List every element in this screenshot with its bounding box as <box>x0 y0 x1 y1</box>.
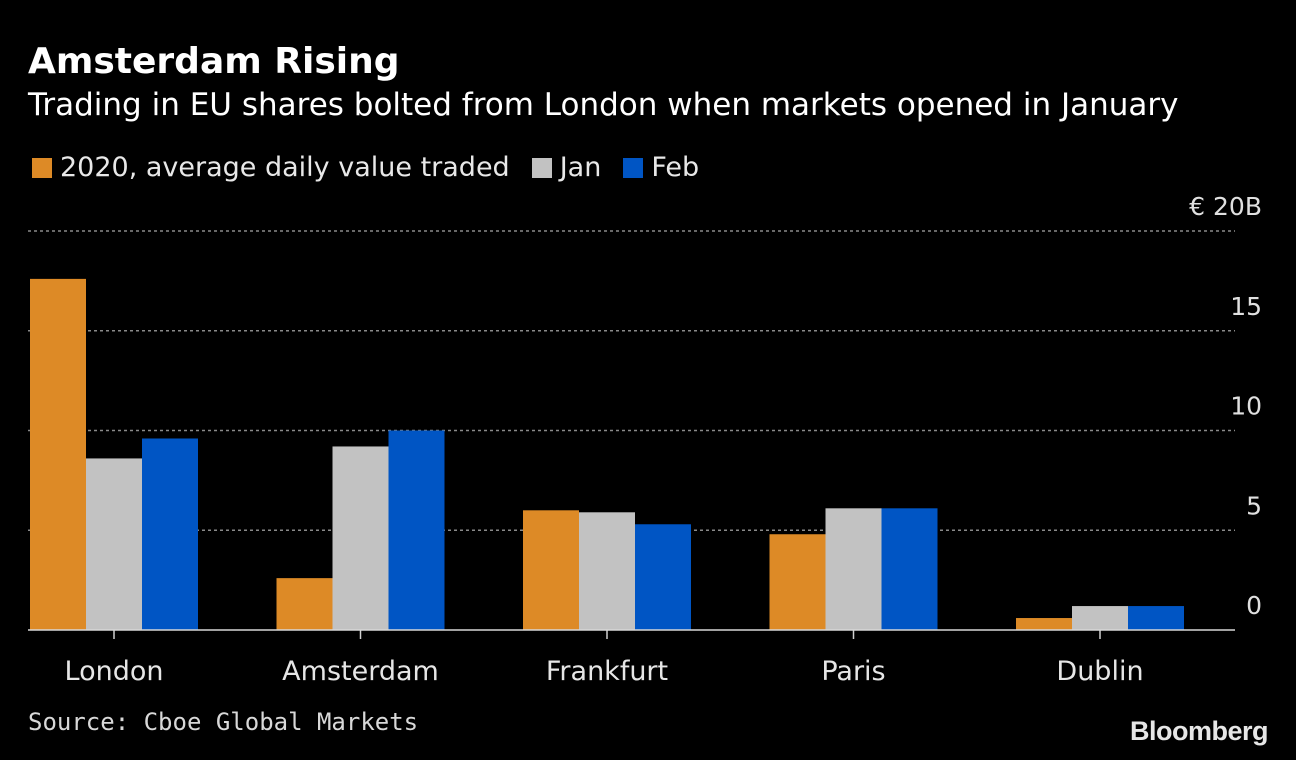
chart-title: Amsterdam Rising <box>28 41 400 82</box>
y-tick-label-0: 0 <box>1246 591 1262 620</box>
x-tick-label-frankfurt: Frankfurt <box>546 656 668 687</box>
bar-paris-jan <box>825 508 882 630</box>
bar-frankfurt-feb <box>635 524 691 630</box>
legend: 2020, average daily value traded Jan Feb <box>32 150 721 186</box>
y-tick-label-5: 5 <box>1246 491 1262 520</box>
x-tick-label-amsterdam: Amsterdam <box>282 656 439 687</box>
bar-london-feb <box>142 438 198 630</box>
bar-london-2020 <box>30 278 86 630</box>
bar-amsterdam-jan <box>332 446 389 630</box>
bloomberg-logo: Bloomberg <box>1129 716 1269 746</box>
x-tick-label-dublin: Dublin <box>1056 656 1143 687</box>
bar-dublin-feb <box>1128 606 1184 630</box>
x-tick-label-london: London <box>65 656 164 687</box>
bar-london-jan <box>86 458 142 630</box>
legend-label-2020: 2020, average daily value traded <box>60 152 510 183</box>
legend-label-jan: Jan <box>559 152 602 183</box>
legend-swatch-jan <box>531 158 552 178</box>
legend-swatch-2020 <box>32 158 52 178</box>
bar-frankfurt-2020 <box>523 510 579 630</box>
bar-amsterdam-feb <box>388 430 445 630</box>
legend-item-2020: 2020, average daily value traded <box>32 150 510 186</box>
source-note: Source: Cboe Global Markets <box>28 708 419 736</box>
legend-swatch-feb <box>623 158 644 178</box>
bar-amsterdam-2020 <box>276 578 333 630</box>
y-tick-label-10: 10 <box>1230 392 1262 421</box>
bar-paris-feb <box>881 508 938 630</box>
bar-dublin-jan <box>1072 606 1128 630</box>
bar-dublin-2020 <box>1016 618 1072 630</box>
x-tick-label-paris: Paris <box>821 656 885 687</box>
y-tick-label-15: 15 <box>1230 292 1262 321</box>
y-tick-label-20: € 20B <box>1189 192 1262 221</box>
legend-label-feb: Feb <box>651 152 700 183</box>
chart-subtitle: Trading in EU shares bolted from London … <box>28 87 1179 123</box>
bar-paris-2020 <box>769 534 826 630</box>
bar-frankfurt-jan <box>579 512 635 630</box>
legend-item-jan: Jan <box>531 150 602 186</box>
legend-item-feb: Feb <box>623 150 699 186</box>
